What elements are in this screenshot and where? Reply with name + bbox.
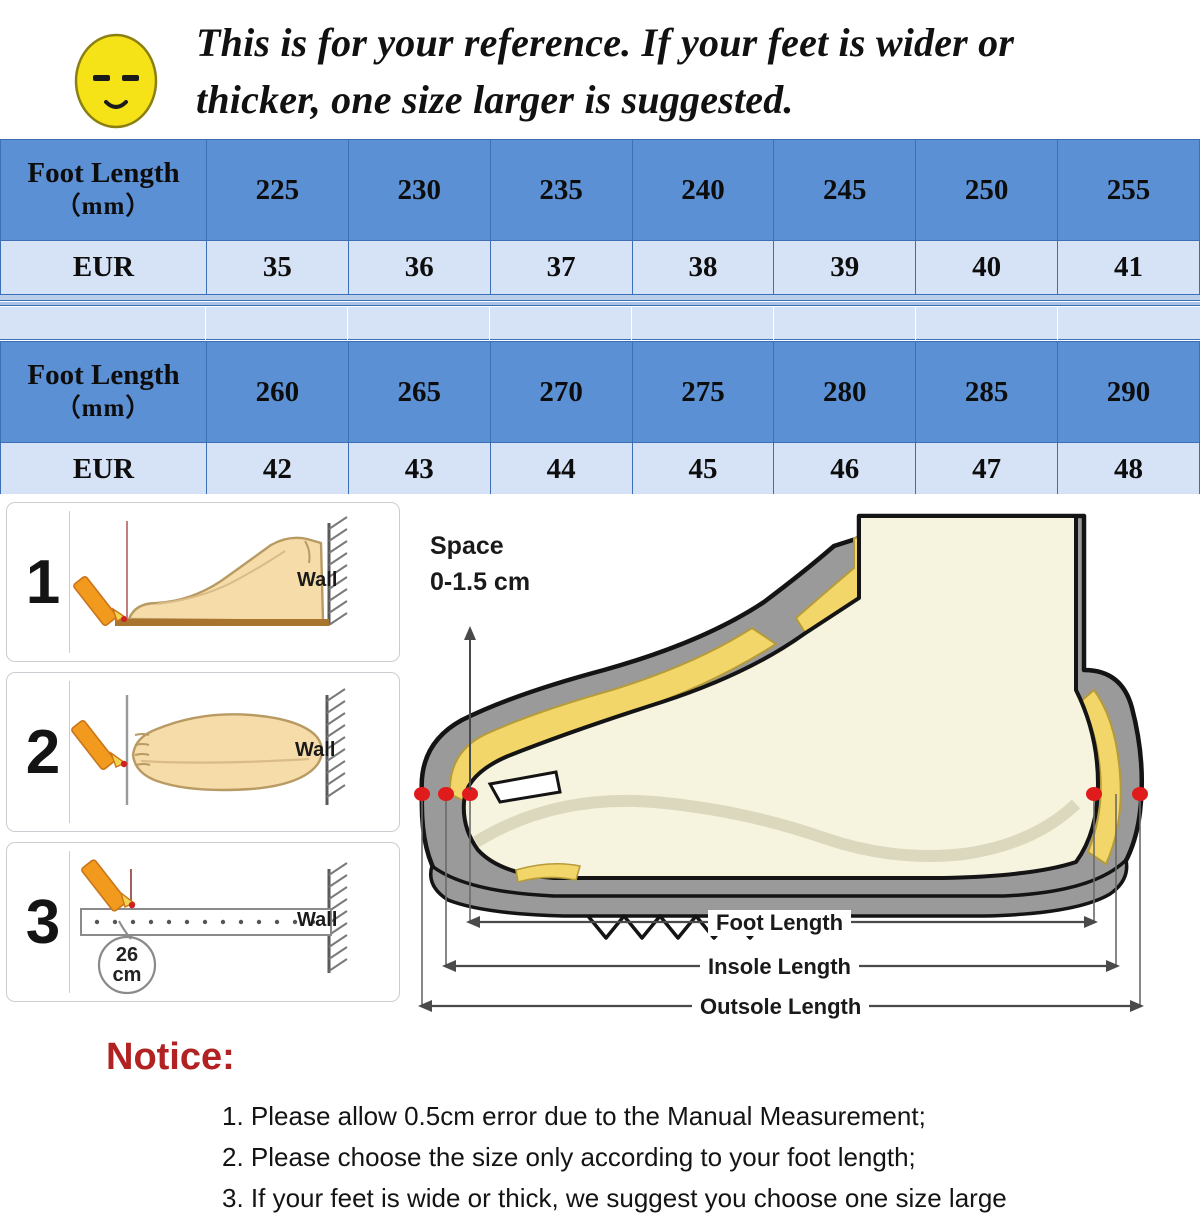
smiley-face-icon <box>74 33 158 129</box>
cell-foot-length: 265 <box>347 341 491 443</box>
cell-eur: 37 <box>489 240 633 295</box>
step-divider <box>69 511 70 653</box>
cell-foot-length: 245 <box>773 139 917 241</box>
cell-foot-length: 225 <box>206 139 349 241</box>
foot-length-label-line1: Foot Length <box>27 359 180 391</box>
table-row-eur: EUR 42 43 44 45 46 47 48 <box>0 442 1200 497</box>
cell-foot-length: 290 <box>1057 341 1200 443</box>
cell-eur: 48 <box>1057 442 1200 497</box>
foot-top-view-diagram <box>71 688 346 805</box>
size-table-small: Foot Length （mm） 225 230 235 240 245 250… <box>0 139 1200 295</box>
step-number: 2 <box>25 717 61 787</box>
ruler-icon <box>80 908 332 936</box>
separator-gridline <box>1057 307 1058 340</box>
space-label-line2: 0-1.5 cm <box>430 568 531 596</box>
step-divider <box>69 851 70 993</box>
row-label-eur: EUR <box>0 240 207 295</box>
step-number: 3 <box>25 887 61 957</box>
cell-eur: 41 <box>1057 240 1200 295</box>
size-table-large: Foot Length （mm） 260 265 270 275 280 285… <box>0 341 1200 497</box>
separator-gridline <box>347 307 348 340</box>
cell-foot-length: 285 <box>915 341 1059 443</box>
cell-foot-length: 230 <box>347 139 491 241</box>
header-line-2: thicker, one size larger is suggested. <box>196 77 794 122</box>
notice-item: 3. If your feet is wide or thick, we sug… <box>222 1183 1007 1213</box>
cell-eur: 39 <box>773 240 917 295</box>
notice-item: 2. Please choose the size only according… <box>222 1142 916 1172</box>
separator-gridline <box>205 307 206 340</box>
table-row-eur: EUR 35 36 37 38 39 40 41 <box>0 240 1200 295</box>
pencil-icon <box>73 575 127 627</box>
separator-gridline <box>631 307 632 340</box>
pencil-icon <box>81 859 136 912</box>
step-1-wall-label: Wall <box>297 569 338 591</box>
separator-band-lower <box>0 307 1200 340</box>
cell-foot-length: 275 <box>631 341 775 443</box>
table-row-foot-length: Foot Length （mm） 225 230 235 240 245 250… <box>0 139 1200 241</box>
notice-list: 1. Please allow 0.5cm error due to the M… <box>222 1096 1182 1219</box>
page-title: This is for your reference. If your feet… <box>196 14 1096 128</box>
header-banner: This is for your reference. If your feet… <box>0 0 1200 139</box>
row-label-foot-length: Foot Length （mm） <box>0 341 207 443</box>
row-label-foot-length: Foot Length （mm） <box>0 139 207 241</box>
separator-band-mid <box>0 302 1200 306</box>
wall-hatch-icon <box>325 688 346 805</box>
shoe-cross-section-diagram: Space 0-1.5 cm <box>404 494 1200 1020</box>
space-arrow <box>464 626 476 790</box>
separator-gridline <box>915 307 916 340</box>
cell-foot-length: 270 <box>489 341 633 443</box>
measurement-markers <box>414 787 1148 801</box>
cell-foot-length: 250 <box>915 139 1059 241</box>
table-row-foot-length: Foot Length （mm） 260 265 270 275 280 285… <box>0 341 1200 443</box>
separator-gridline <box>773 307 774 340</box>
notice-title: Notice: <box>106 1036 235 1078</box>
cell-eur: 45 <box>631 442 775 497</box>
cell-eur: 46 <box>773 442 917 497</box>
measure-step-2: 2 Wall <box>6 672 400 832</box>
foot-length-label-line1: Foot Length <box>27 157 180 189</box>
step-divider <box>69 681 70 823</box>
dimension-label-foot-length: Foot Length <box>708 910 852 936</box>
illustration-area: 1 <box>0 494 1200 1020</box>
foot-length-label-line2: （mm） <box>55 193 152 220</box>
cell-eur: 47 <box>915 442 1059 497</box>
separator-gridline <box>489 307 490 340</box>
cell-foot-length: 235 <box>489 139 633 241</box>
shoe-illustration <box>414 513 1148 1012</box>
step-3-wall-label: Wall <box>297 909 338 931</box>
cell-eur: 35 <box>206 240 349 295</box>
cell-foot-length: 260 <box>206 341 349 443</box>
step-2-wall-label: Wall <box>295 739 336 761</box>
cell-foot-length: 280 <box>773 341 917 443</box>
space-label: Space 0-1.5 cm <box>430 528 530 600</box>
cell-eur: 44 <box>489 442 633 497</box>
notice-item: 1. Please allow 0.5cm error due to the M… <box>222 1101 926 1131</box>
cell-eur: 36 <box>347 240 491 295</box>
space-label-line1: Space <box>430 532 504 560</box>
table-separator <box>0 294 1200 341</box>
foot-side-view-diagram <box>73 516 348 627</box>
pencil-icon <box>71 719 128 771</box>
separator-band-upper <box>0 294 1200 301</box>
callout-value: 26 <box>116 944 138 966</box>
dimension-label-insole-length: Insole Length <box>700 954 859 980</box>
cell-foot-length: 240 <box>631 139 775 241</box>
measure-step-3: 3 <box>6 842 400 1002</box>
ruler-measuring-diagram: 26 cm <box>80 859 348 995</box>
foot-length-label-line2: （mm） <box>55 395 152 422</box>
row-label-eur: EUR <box>0 442 207 497</box>
callout-unit: cm <box>113 964 142 986</box>
header-line-1: This is for your reference. If your feet… <box>196 20 1015 65</box>
dimension-label-outsole-length: Outsole Length <box>692 994 870 1020</box>
measure-step-1: 1 <box>6 502 400 662</box>
notice-section: Notice: 1. Please allow 0.5cm error due … <box>0 1022 1200 1213</box>
cell-foot-length: 255 <box>1057 139 1200 241</box>
measurement-callout: 26 cm <box>97 920 157 995</box>
wall-hatch-icon <box>327 516 348 626</box>
cell-eur: 42 <box>206 442 349 497</box>
cell-eur: 40 <box>915 240 1059 295</box>
step-number: 1 <box>25 547 61 617</box>
cell-eur: 43 <box>347 442 491 497</box>
cell-eur: 38 <box>631 240 775 295</box>
